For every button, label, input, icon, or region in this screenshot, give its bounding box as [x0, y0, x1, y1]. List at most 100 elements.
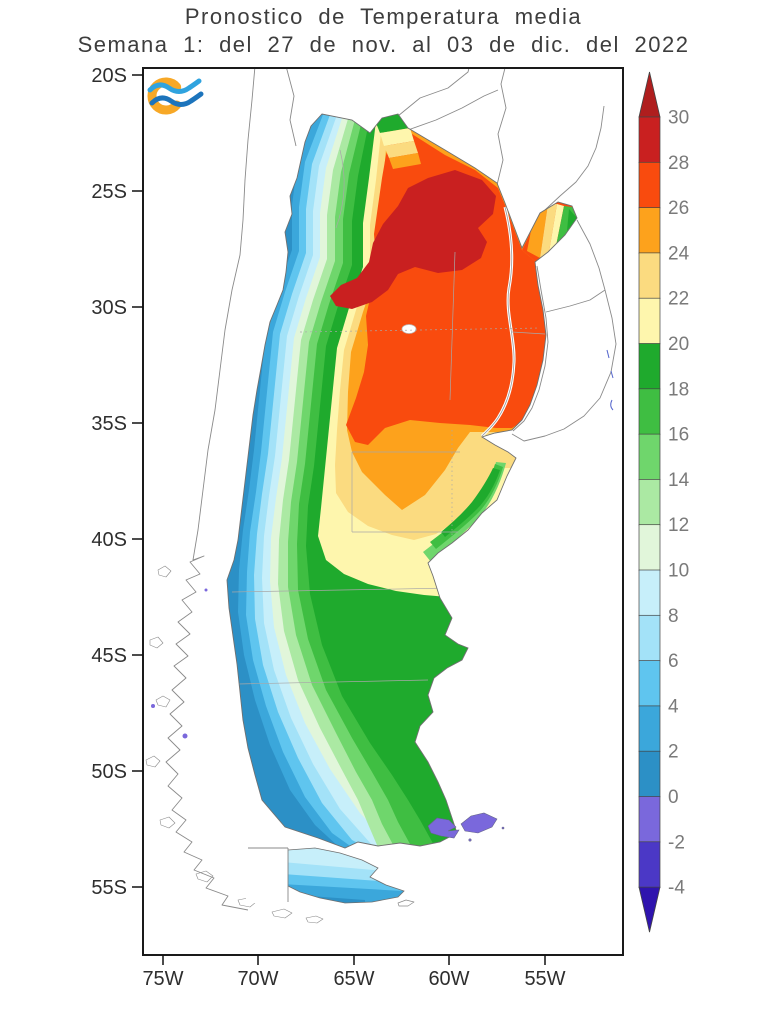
contour-band: [288, 884, 404, 903]
contour-band: [527, 204, 548, 258]
colorbar-arrow-up: [638, 71, 661, 118]
island-west: [427, 817, 460, 839]
colorbar-label: 30: [668, 108, 689, 129]
contour-band: [549, 204, 564, 252]
y-axis-label: 20S: [91, 65, 127, 87]
x-axis-label: 60W: [428, 968, 469, 990]
contour-band: [441, 468, 500, 537]
colorbar-label: 0: [668, 787, 679, 808]
y-axis-label: 45S: [91, 645, 127, 667]
colorbar-band: [638, 207, 661, 254]
colorbar-band: [638, 705, 661, 752]
x-axis-label: 75W: [142, 968, 183, 990]
colorbar-label: 26: [668, 198, 689, 219]
colorbar-band: [638, 614, 661, 662]
fjord-island: [145, 565, 324, 924]
colorbar-band: [638, 750, 661, 798]
colorbar-band: [638, 841, 661, 888]
y-axis-label: 50S: [91, 761, 127, 783]
logo-wave-bottom: [149, 91, 204, 107]
contour-band: [384, 141, 418, 158]
y-axis: 20S 25S 30S 35S 40S 45S 50S 55S: [91, 65, 143, 899]
x-axis-label: 55W: [524, 968, 565, 990]
argentina-border: [226, 113, 578, 849]
colorbar-band: [638, 116, 661, 164]
chile-coastline: [165, 68, 256, 911]
paraguay-river: [496, 68, 507, 186]
brazil-uruguay-border: [576, 219, 606, 291]
colorbar-band: [638, 524, 661, 571]
contour-band: [389, 153, 421, 169]
upper-parana-river: [544, 105, 605, 211]
colorbar-label: 28: [668, 153, 689, 174]
isla-de-los-estados: [397, 899, 415, 907]
y-axis-label: 35S: [91, 413, 127, 435]
colorbar-arrow-down: [638, 886, 661, 933]
colorbar-label: 8: [668, 606, 679, 627]
smn-logo: [147, 77, 204, 115]
lake-dot: [204, 588, 208, 592]
map-frame: [142, 67, 624, 956]
contour-band: [540, 204, 557, 258]
uruguay-river: [512, 265, 549, 432]
y-axis-label: 25S: [91, 181, 127, 203]
colorbar-band: [638, 479, 661, 526]
bolivia-paraguay-border: [397, 68, 470, 117]
colorbar-label: 22: [668, 289, 689, 310]
colorbar-band: [638, 660, 661, 707]
neighbor-country-borders: [145, 68, 617, 924]
malvinas-islands: [427, 812, 505, 842]
island-east: [460, 812, 498, 834]
islet: [501, 826, 505, 830]
contour-band: [567, 209, 577, 231]
map-area: [143, 68, 623, 955]
colorbar-label: 20: [668, 334, 689, 355]
colorbar-label: 16: [668, 425, 689, 446]
logo-ring: [147, 77, 182, 115]
chile-sector-border: [248, 847, 289, 902]
chile-sector-mask: [246, 848, 288, 903]
colorbar-band: [638, 252, 661, 299]
map-subtitle: Semana 1: del 27 de nov. al 03 de dic. d…: [77, 32, 690, 57]
islet: [468, 838, 472, 842]
colorbar-label: 18: [668, 379, 689, 400]
contour-band: [330, 170, 496, 309]
uruguay-north-border: [545, 289, 606, 313]
y-axis-label: 40S: [91, 529, 127, 551]
colorbar-label: 10: [668, 561, 689, 582]
colorbar-label: -4: [668, 878, 685, 899]
x-axis-label: 70W: [237, 968, 278, 990]
y-axis-label: 30S: [91, 297, 127, 319]
chile-lakes: [151, 588, 208, 739]
colorbar-band: [638, 343, 661, 390]
province-borders: [231, 149, 546, 685]
colorbar-band: [638, 796, 661, 843]
tierra-del-fuego-border: [287, 847, 405, 904]
map-title: Pronostico de Temperatura media: [184, 4, 583, 29]
colorbar-label: -2: [668, 832, 685, 853]
colorbar-label: 6: [668, 651, 679, 672]
colorbar-label: 4: [668, 696, 679, 717]
contour-band: [380, 128, 414, 146]
colorbar-label: 14: [668, 470, 690, 491]
x-axis-label: 65W: [333, 968, 374, 990]
colorbar-band: [638, 433, 661, 481]
parana-river-line: [481, 206, 515, 437]
lake-dot: [151, 704, 155, 708]
bolivia-border: [286, 68, 297, 147]
uruguay-coastline: [511, 289, 617, 442]
pilcomayo-river: [407, 89, 499, 131]
colorbar-label: 12: [668, 515, 689, 536]
colorbar-band: [638, 161, 661, 209]
mar-chiquita-lake: [401, 324, 417, 334]
colorbar-label: 24: [668, 243, 690, 264]
colorbar-band: [638, 388, 661, 435]
logo-wave-top: [147, 78, 202, 94]
colorbar-band: [638, 569, 661, 617]
uruguay-lagoon-marks: [606, 349, 614, 411]
colorbar-band: [638, 297, 661, 345]
x-axis: 75W 70W 65W 60W 55W: [142, 955, 566, 990]
